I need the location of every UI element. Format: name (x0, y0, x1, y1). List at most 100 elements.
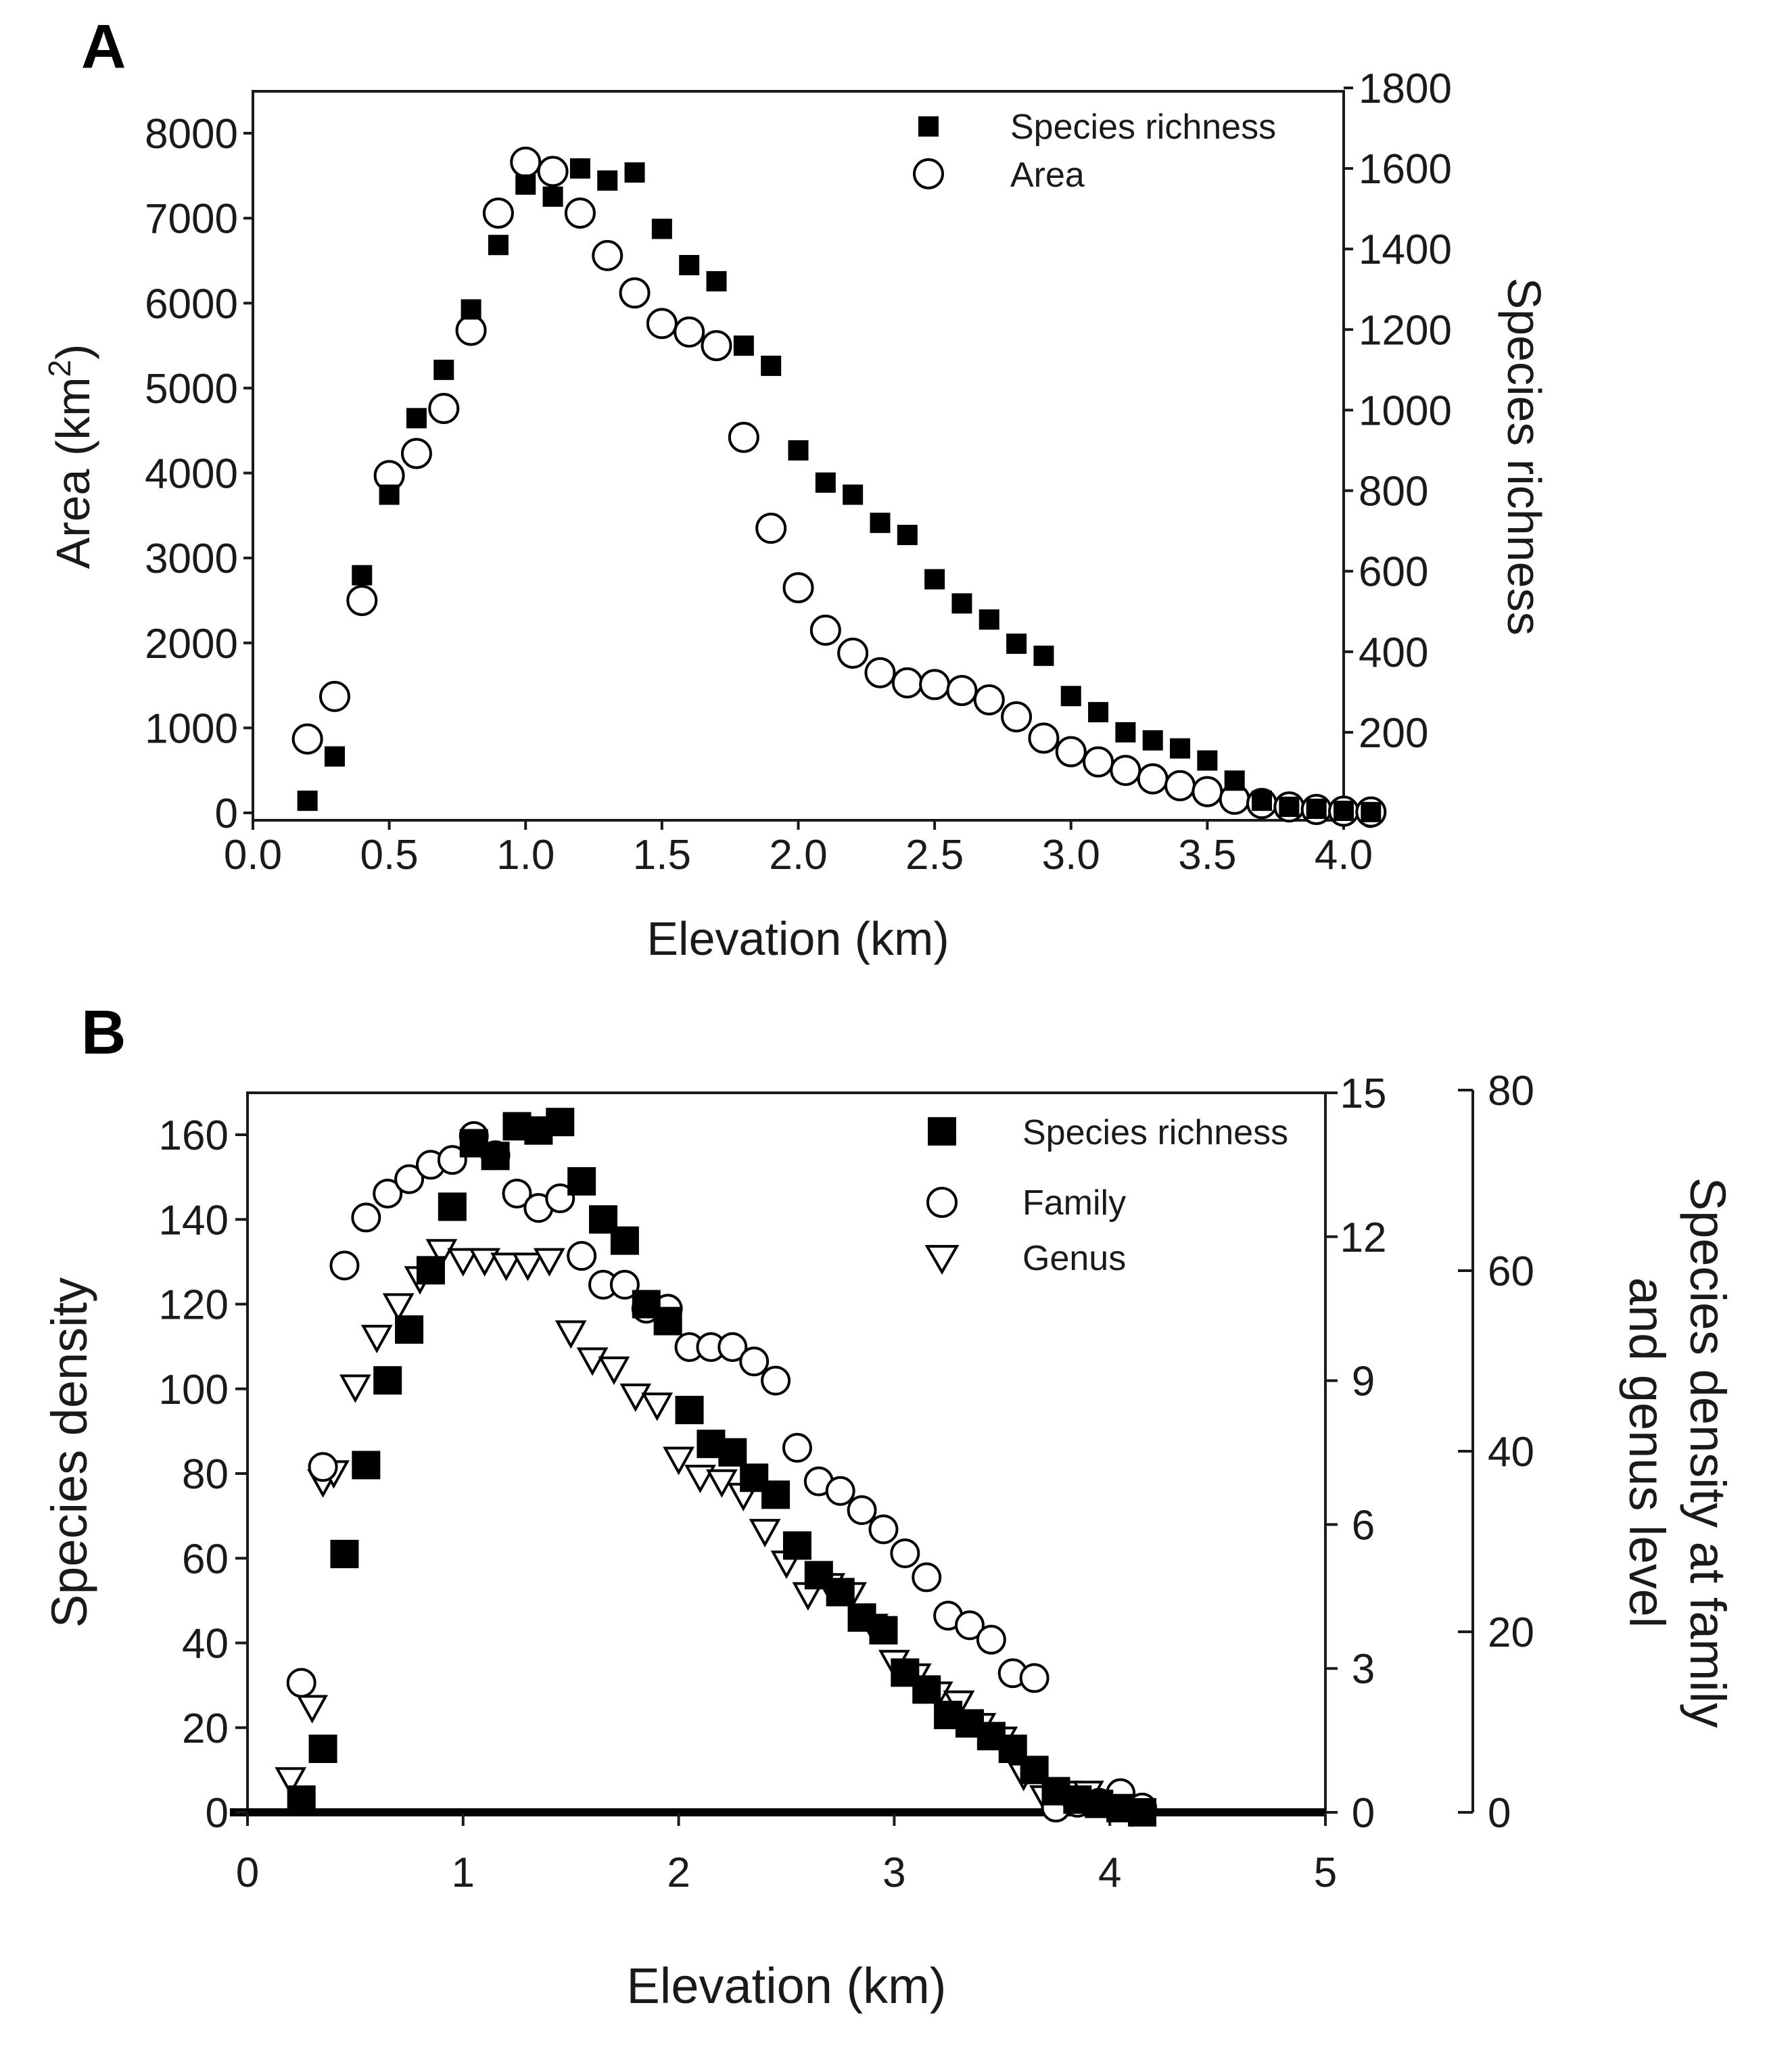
x-tick-label: 2.5 (905, 832, 964, 878)
species-richness-point (1088, 702, 1109, 723)
legend-b-family-marker (926, 1187, 958, 1218)
species-richness-point (761, 355, 782, 376)
y-tick-label: 40 (182, 1621, 229, 1668)
y3-tick-label: 0 (1488, 1790, 1511, 1837)
species-richness-point (481, 1142, 510, 1171)
y2-tick-label: 3 (1352, 1646, 1375, 1693)
species-richness-point (978, 609, 999, 630)
legend-a-area-marker (913, 158, 944, 189)
area-point (701, 330, 732, 362)
genus-point (339, 1374, 371, 1403)
x-tick-label: 3 (882, 1850, 905, 1896)
species-richness-point (373, 1366, 402, 1395)
legend-a-area-label: Area (1010, 156, 1085, 195)
y-tick-label: 20 (182, 1705, 229, 1752)
x-tick-label: 2.0 (769, 832, 827, 878)
area-point (346, 584, 378, 616)
family-point (286, 1668, 316, 1698)
family-point (868, 1514, 899, 1545)
family-point (609, 1269, 640, 1300)
y-tick-label: 6000 (145, 281, 238, 327)
panel-b-right-y-axis-family: 0 3 6 9 12 15 (1325, 1070, 1386, 1837)
species-richness-point (569, 158, 590, 179)
family-point (373, 1178, 403, 1208)
species-richness-point (1334, 801, 1354, 822)
species-richness-point (924, 569, 945, 590)
species-richness-point (438, 1192, 467, 1221)
species-richness-point (1006, 633, 1027, 654)
species-richness-point (815, 472, 836, 493)
legend-b-species-richness-marker (928, 1117, 956, 1146)
area-point (1192, 776, 1223, 807)
genus-point (641, 1392, 674, 1421)
species-richness-point (515, 174, 536, 195)
species-richness-point (1224, 770, 1245, 791)
area-point (891, 667, 923, 699)
species-richness-point (1060, 686, 1081, 707)
area-point (1137, 763, 1169, 795)
x-tick-label: 1.5 (633, 832, 691, 878)
species-richness-point (1361, 801, 1382, 822)
x-tick-label: 0 (236, 1850, 259, 1896)
species-richness-point (610, 1226, 639, 1255)
species-richness-point (542, 186, 563, 207)
genus-point (447, 1248, 479, 1277)
species-richness-point (1170, 738, 1191, 759)
y-tick-label: 120 (159, 1282, 229, 1329)
species-richness-point (870, 513, 891, 534)
area-point (1164, 770, 1196, 801)
area-point (510, 146, 542, 178)
area-point (1028, 722, 1060, 754)
panel-a: A 0.0 0.5 1.0 1.5 2.0 2.5 3.0 3.5 4.0 0 1000 2000 3… (42, 12, 1551, 965)
family-point (912, 1562, 942, 1593)
genus-point (469, 1248, 501, 1277)
legend-b-family-label: Family (1022, 1183, 1126, 1223)
species-richness-point (546, 1108, 575, 1137)
area-point (946, 675, 978, 707)
species-richness-point (761, 1480, 791, 1509)
panel-b-far-right-y-axis-genus: 0 20 40 60 80 (1458, 1068, 1534, 1837)
species-richness-point (912, 1675, 941, 1704)
family-point (847, 1495, 877, 1526)
area-point (537, 156, 569, 187)
area-point (782, 572, 814, 604)
species-richness-point (624, 162, 645, 183)
area-point (428, 393, 460, 425)
x-tick-label: 1.0 (496, 832, 555, 878)
area-point (973, 684, 1005, 715)
genus-point (663, 1446, 694, 1476)
family-point (351, 1202, 381, 1233)
y2-tick-label: 12 (1340, 1215, 1387, 1261)
panel-b-far-right-y-axis-title-line1: Species density at family (1680, 1177, 1736, 1728)
family-point (545, 1183, 575, 1214)
x-tick-label: 1 (452, 1850, 475, 1896)
panel-a-data-points (291, 146, 1387, 828)
species-richness-point (1197, 750, 1218, 771)
species-richness-point (1128, 1798, 1157, 1827)
y3-tick-label: 40 (1488, 1429, 1534, 1476)
panel-b-data-points (275, 1108, 1158, 1828)
family-point (717, 1332, 748, 1362)
y2-tick-label: 15 (1340, 1070, 1387, 1117)
species-richness-point (733, 335, 754, 356)
species-richness-point (1142, 730, 1163, 751)
y-tick-label: 7000 (145, 196, 238, 243)
y-tick-label: 160 (159, 1112, 229, 1159)
y-tick-label: 3000 (145, 536, 238, 582)
y-tick-label: 2000 (145, 621, 238, 667)
area-point (1055, 736, 1087, 768)
x-tick-label: 4.0 (1315, 832, 1373, 878)
genus-point (490, 1252, 522, 1281)
family-point (739, 1346, 770, 1377)
species-richness-point (1306, 799, 1327, 820)
family-point (308, 1452, 338, 1482)
panel-a-x-axis: 0.0 0.5 1.0 1.5 2.0 2.5 3.0 3.5 4.0 (224, 820, 1373, 878)
species-richness-point (330, 1539, 359, 1568)
area-point (674, 316, 705, 348)
area-point (592, 239, 623, 271)
x-tick-label: 3.0 (1042, 832, 1100, 878)
species-richness-point (651, 218, 672, 239)
